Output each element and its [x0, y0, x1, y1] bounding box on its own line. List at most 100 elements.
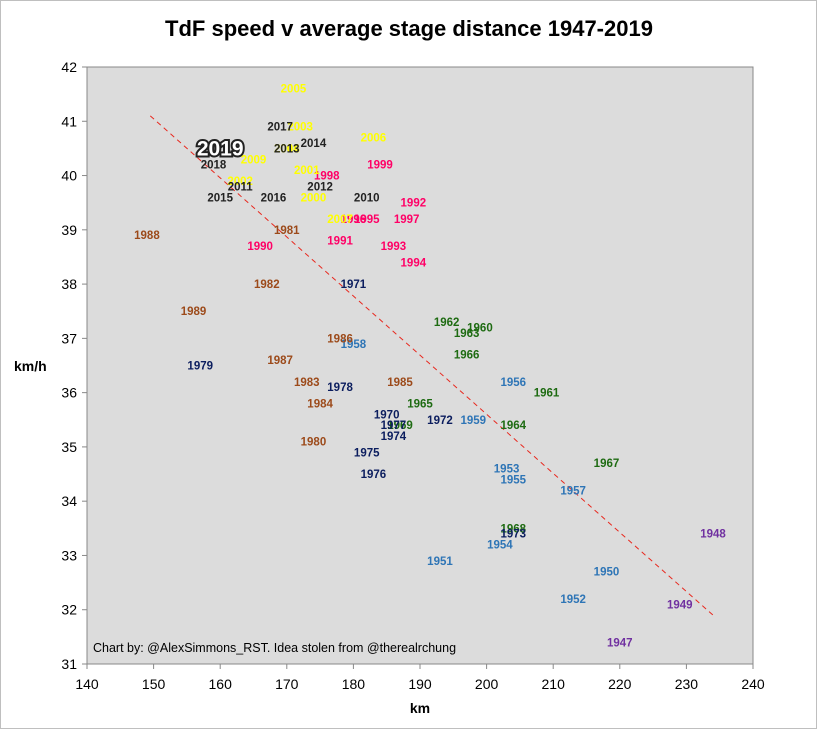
point-label-1954: 1954 — [487, 540, 513, 552]
x-tick-label: 170 — [275, 676, 299, 692]
point-label-2012: 2012 — [307, 181, 333, 193]
point-label-1974: 1974 — [381, 431, 407, 443]
point-label-2013: 2013 — [274, 143, 300, 155]
y-tick-label: 38 — [61, 276, 77, 292]
x-tick-label: 210 — [542, 676, 566, 692]
point-label-2001: 2001 — [294, 165, 320, 177]
point-label-2010: 2010 — [354, 192, 380, 204]
x-axis-title: km — [410, 700, 430, 716]
point-label-1950: 1950 — [594, 567, 620, 579]
point-label-1992: 1992 — [401, 198, 427, 210]
point-label-1965: 1965 — [407, 398, 433, 410]
point-label-1966: 1966 — [454, 350, 480, 362]
point-label-1978: 1978 — [327, 382, 353, 394]
point-label-1987: 1987 — [267, 355, 293, 367]
point-label-1956: 1956 — [500, 377, 526, 389]
point-label-1963: 1963 — [454, 328, 480, 340]
chart-title: TdF speed v average stage distance 1947-… — [165, 16, 653, 41]
point-label-1949: 1949 — [667, 599, 693, 611]
point-label-2016: 2016 — [261, 192, 287, 204]
x-tick-label: 150 — [142, 676, 166, 692]
point-label-1951: 1951 — [427, 556, 453, 568]
point-label-1960: 1960 — [467, 323, 493, 335]
point-label-1986: 1986 — [327, 333, 353, 345]
y-tick-label: 31 — [61, 656, 77, 672]
point-label-1999: 1999 — [367, 160, 393, 172]
point-label-1955: 1955 — [500, 474, 526, 486]
point-label-1959: 1959 — [460, 415, 486, 427]
point-label-2002: 2002 — [227, 176, 253, 188]
point-label-1982: 1982 — [254, 279, 280, 291]
point-label-1962: 1962 — [434, 317, 460, 329]
x-tick-label: 190 — [408, 676, 432, 692]
x-tick-label: 240 — [741, 676, 765, 692]
plot-area — [86, 66, 754, 665]
point-label-1970: 1970 — [374, 409, 400, 421]
point-label-2014: 2014 — [301, 138, 327, 150]
point-label-1948: 1948 — [700, 529, 726, 541]
x-tick-label: 180 — [342, 676, 366, 692]
y-tick-label: 39 — [61, 222, 77, 238]
point-label-1967: 1967 — [594, 458, 620, 470]
point-label-1957: 1957 — [560, 485, 586, 497]
point-label-2003: 2003 — [287, 122, 313, 134]
point-label-1984: 1984 — [307, 398, 333, 410]
x-tick-label: 140 — [75, 676, 99, 692]
point-label-1981: 1981 — [274, 225, 300, 237]
point-label-1952: 1952 — [560, 594, 586, 606]
point-label-1988: 1988 — [134, 230, 160, 242]
point-label-1980: 1980 — [301, 436, 327, 448]
point-label-1989: 1989 — [181, 306, 207, 318]
y-tick-label: 42 — [61, 59, 77, 75]
point-label-1998: 1998 — [314, 171, 340, 183]
point-label-1958: 1958 — [341, 339, 367, 351]
point-label-1996: 1996 — [341, 214, 367, 226]
y-tick-label: 36 — [61, 385, 77, 401]
point-label-2007: 2007 — [327, 214, 353, 226]
y-tick-label: 32 — [61, 602, 77, 618]
point-label-1991: 1991 — [327, 236, 353, 248]
chart-credit-annotation: Chart by: @AlexSimmons_RST. Idea stolen … — [93, 641, 456, 655]
point-label-1964: 1964 — [500, 420, 526, 432]
point-label-2015: 2015 — [207, 192, 233, 204]
y-tick-label: 33 — [61, 547, 77, 563]
point-label-2006: 2006 — [361, 133, 387, 145]
x-tick-label: 230 — [675, 676, 699, 692]
point-label-1983: 1983 — [294, 377, 320, 389]
point-label-1973: 1973 — [500, 529, 526, 541]
point-label-1972: 1972 — [427, 415, 453, 427]
point-label-1947: 1947 — [607, 637, 633, 649]
point-label-1968: 1968 — [500, 523, 526, 535]
point-label-2005: 2005 — [281, 84, 307, 96]
point-label-2019-highlight: 2019 — [197, 137, 244, 160]
y-tick-label: 34 — [61, 493, 77, 509]
y-axis-title: km/h — [14, 358, 47, 374]
x-tick-label: 220 — [608, 676, 632, 692]
point-label-2018: 2018 — [201, 160, 227, 172]
point-label-2008: 2008 — [274, 143, 300, 155]
x-tick-label: 160 — [209, 676, 233, 692]
point-label-1976: 1976 — [361, 469, 387, 481]
point-label-1997: 1997 — [394, 214, 420, 226]
point-label-2000: 2000 — [301, 192, 327, 204]
point-label-1975: 1975 — [354, 447, 380, 459]
point-label-1985: 1985 — [387, 377, 413, 389]
point-label-2009: 2009 — [241, 154, 267, 166]
point-label-1977: 1977 — [381, 420, 407, 432]
point-label-2011: 2011 — [228, 181, 254, 193]
point-label-2017: 2017 — [267, 122, 293, 134]
point-label-1953: 1953 — [494, 464, 520, 476]
point-label-1969: 1969 — [387, 420, 413, 432]
point-label-1971: 1971 — [341, 279, 367, 291]
point-label-1990: 1990 — [247, 241, 273, 253]
y-tick-label: 40 — [61, 168, 77, 184]
point-label-1995: 1995 — [354, 214, 380, 226]
point-label-1993: 1993 — [381, 241, 407, 253]
point-label-1961: 1961 — [534, 388, 560, 400]
point-label-1979: 1979 — [187, 361, 213, 373]
y-tick-label: 35 — [61, 439, 77, 455]
x-tick-label: 200 — [475, 676, 499, 692]
point-label-2004: 2004 — [274, 143, 300, 155]
